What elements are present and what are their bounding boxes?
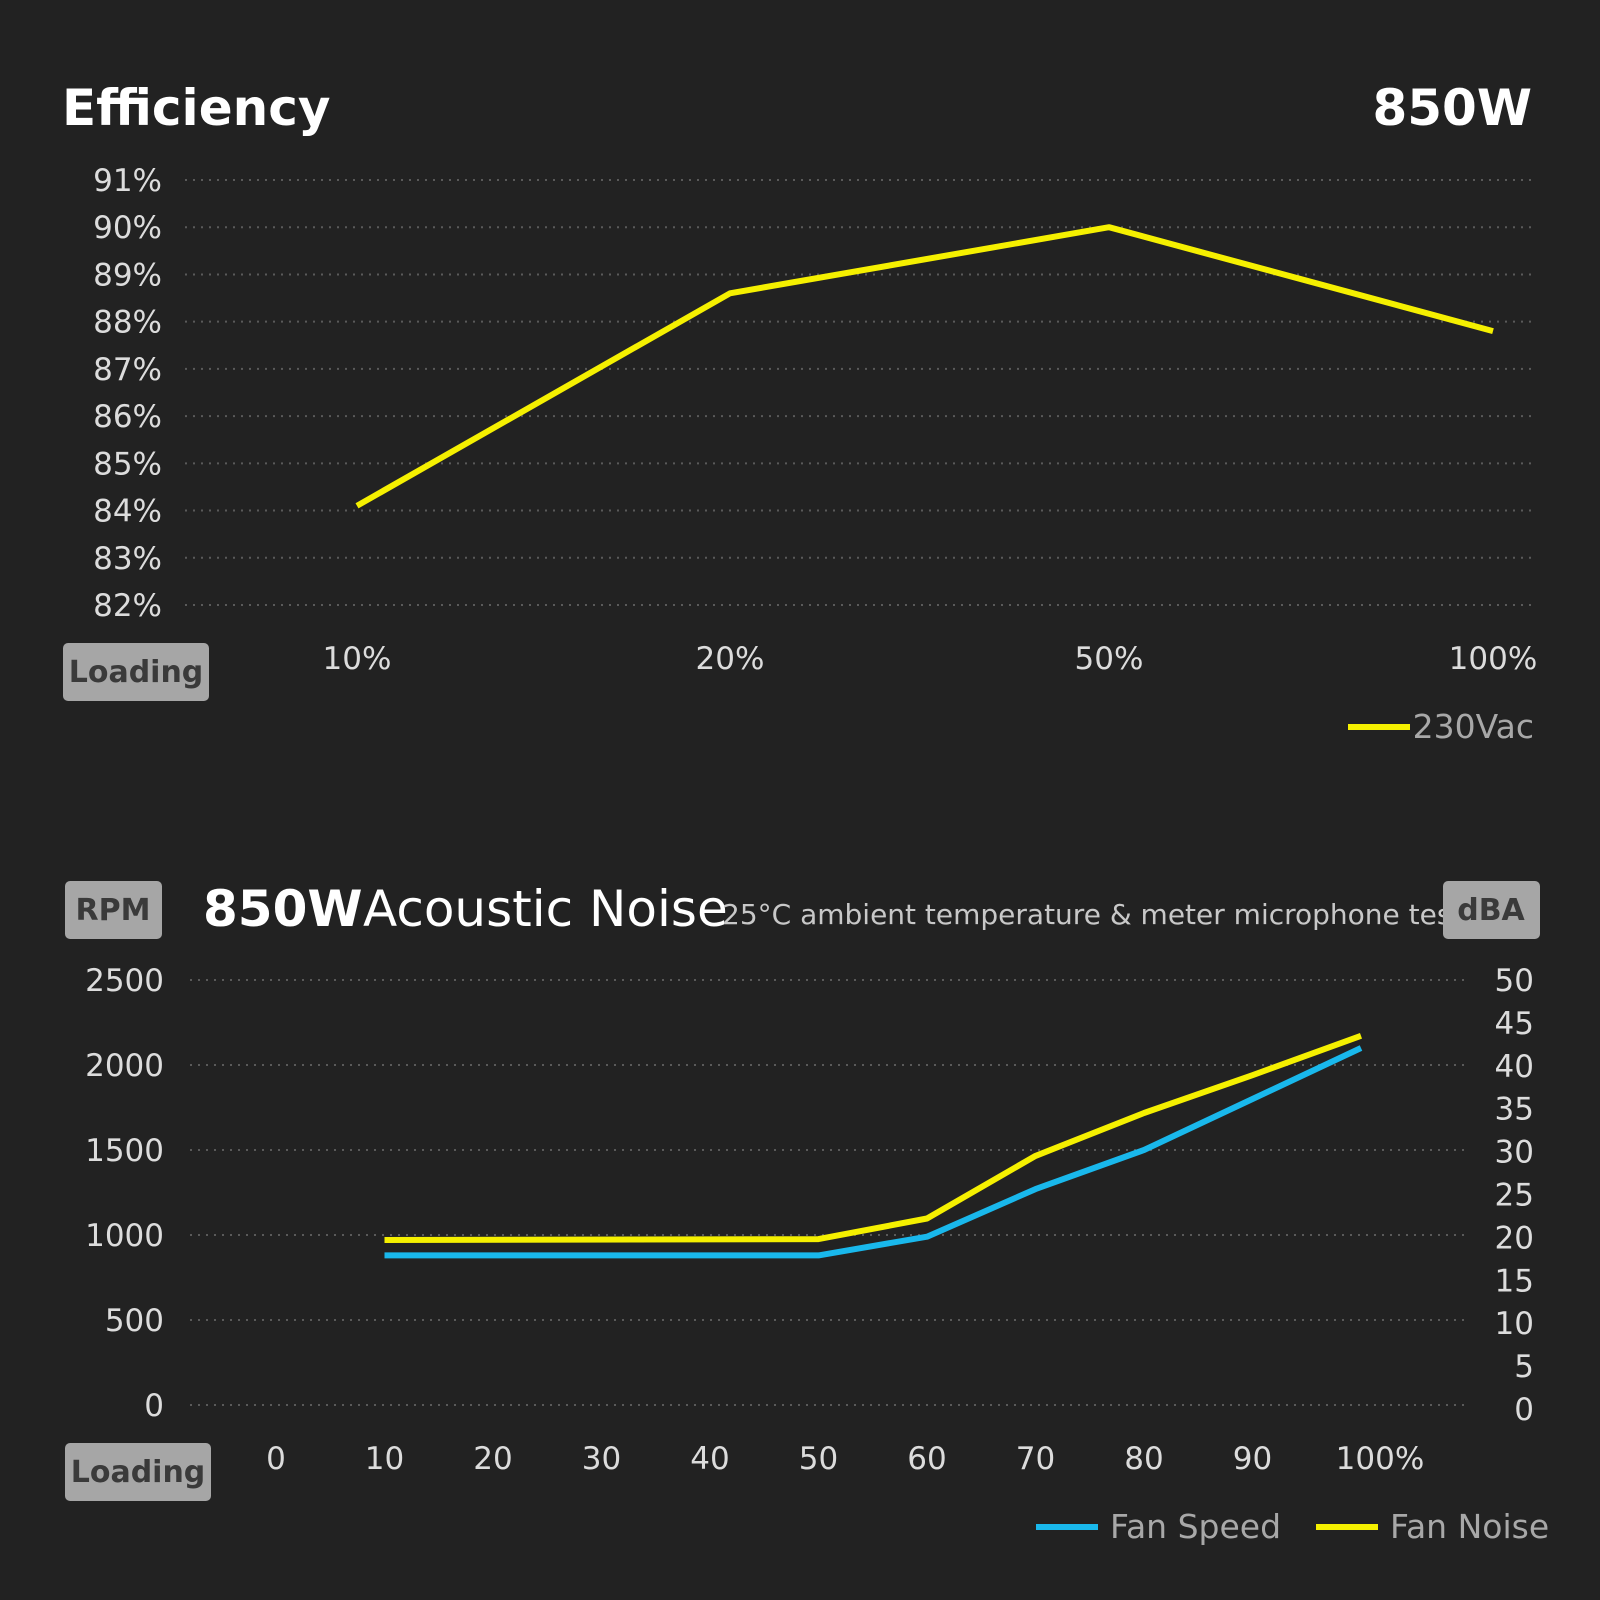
rpm-tick: 1500 bbox=[85, 1133, 164, 1169]
efficiency-y-tick: 83% bbox=[93, 541, 162, 577]
dba-tick: 50 bbox=[1495, 963, 1534, 999]
acoustic-x-tick: 80 bbox=[1124, 1441, 1163, 1477]
acoustic-legend: Fan Speed Fan Noise bbox=[1036, 1507, 1549, 1546]
series-fan-noise-line bbox=[384, 1032, 1363, 1243]
acoustic-x-tick: 0 bbox=[266, 1441, 286, 1477]
efficiency-x-tick: 10% bbox=[323, 641, 392, 677]
rpm-tick: 0 bbox=[144, 1388, 164, 1424]
efficiency-y-tick: 85% bbox=[93, 446, 162, 482]
dba-tick: 10 bbox=[1495, 1306, 1534, 1342]
efficiency-x-tick: 50% bbox=[1075, 641, 1144, 677]
efficiency-y-tick: 84% bbox=[93, 494, 162, 530]
acoustic-x-tick: 90 bbox=[1233, 1441, 1272, 1477]
efficiency-y-tick: 88% bbox=[93, 305, 162, 341]
efficiency-grid bbox=[185, 179, 1532, 606]
acoustic-x-tick: 70 bbox=[1016, 1441, 1055, 1477]
acoustic-title: Acoustic Noise bbox=[363, 880, 728, 938]
efficiency-y-tick: 89% bbox=[93, 257, 162, 293]
acoustic-x-tick: 100% bbox=[1336, 1441, 1425, 1477]
dba-tick: 45 bbox=[1495, 1006, 1534, 1042]
efficiency-y-tick: 86% bbox=[93, 399, 162, 435]
dba-tick: 15 bbox=[1495, 1263, 1534, 1299]
efficiency-wattage: 850W bbox=[1372, 79, 1532, 137]
dba-tick: 0 bbox=[1514, 1392, 1534, 1428]
acoustic-rpm-ticks: 2500 2000 1500 1000 500 0 bbox=[85, 963, 164, 1424]
rpm-tick: 2500 bbox=[85, 963, 164, 999]
rpm-tick: 500 bbox=[105, 1303, 164, 1339]
rpm-tick: 1000 bbox=[85, 1218, 164, 1254]
acoustic-chart: RPM 850W Acoustic Noise 25°C ambient tem… bbox=[65, 880, 1549, 1546]
rpm-badge: RPM bbox=[65, 881, 162, 939]
acoustic-loading-label: Loading bbox=[71, 1455, 206, 1490]
dba-tick: 35 bbox=[1495, 1092, 1534, 1128]
efficiency-chart: Efficiency 850W 91% 90% 89% 88% 87% 86% 85% 84%… bbox=[62, 79, 1537, 746]
acoustic-title-wattage: 850W bbox=[203, 880, 363, 938]
acoustic-x-tick: 40 bbox=[690, 1441, 729, 1477]
series-230vac-line bbox=[355, 224, 1494, 509]
acoustic-x-tick: 30 bbox=[582, 1441, 621, 1477]
efficiency-x-ticks: 10% 20% 50% 100% bbox=[323, 641, 1538, 677]
efficiency-y-tick: 87% bbox=[93, 352, 162, 388]
rpm-tick: 2000 bbox=[85, 1048, 164, 1084]
acoustic-lines bbox=[384, 1032, 1363, 1259]
dba-tick: 25 bbox=[1495, 1178, 1534, 1214]
acoustic-x-ticks: 0 10 20 30 40 50 60 70 80 90 100% bbox=[266, 1441, 1424, 1477]
efficiency-y-tick: 90% bbox=[93, 210, 162, 246]
acoustic-x-tick: 60 bbox=[907, 1441, 946, 1477]
efficiency-y-tick: 91% bbox=[93, 163, 162, 199]
efficiency-loading-badge: Loading bbox=[63, 643, 209, 701]
efficiency-x-tick: 20% bbox=[696, 641, 765, 677]
efficiency-legend: 230Vac bbox=[1348, 707, 1534, 746]
acoustic-x-tick: 20 bbox=[473, 1441, 512, 1477]
acoustic-x-tick: 50 bbox=[799, 1441, 838, 1477]
dba-tick: 20 bbox=[1495, 1220, 1534, 1256]
efficiency-lines bbox=[355, 224, 1494, 509]
acoustic-loading-badge: Loading bbox=[65, 1443, 211, 1501]
legend-230vac-label: 230Vac bbox=[1413, 707, 1534, 746]
acoustic-x-tick: 10 bbox=[365, 1441, 404, 1477]
efficiency-y-tick: 82% bbox=[93, 588, 162, 624]
legend-fan-speed-label: Fan Speed bbox=[1110, 1507, 1281, 1546]
dba-tick: 30 bbox=[1495, 1135, 1534, 1171]
acoustic-subtitle: 25°C ambient temperature & meter microph… bbox=[722, 898, 1462, 931]
efficiency-title: Efficiency bbox=[62, 79, 330, 137]
efficiency-y-ticks: 91% 90% 89% 88% 87% 86% 85% 84% 83% 82% bbox=[93, 163, 162, 624]
acoustic-grid bbox=[190, 979, 1468, 1406]
dba-tick: 40 bbox=[1495, 1049, 1534, 1085]
series-fan-speed-line bbox=[384, 1045, 1363, 1259]
efficiency-x-tick: 100% bbox=[1449, 641, 1538, 677]
dba-tick: 5 bbox=[1514, 1349, 1534, 1385]
dba-badge: dBA bbox=[1443, 881, 1540, 939]
dba-badge-label: dBA bbox=[1457, 893, 1525, 928]
efficiency-loading-label: Loading bbox=[69, 655, 204, 690]
legend-fan-noise-label: Fan Noise bbox=[1390, 1507, 1549, 1546]
rpm-badge-label: RPM bbox=[76, 893, 151, 928]
